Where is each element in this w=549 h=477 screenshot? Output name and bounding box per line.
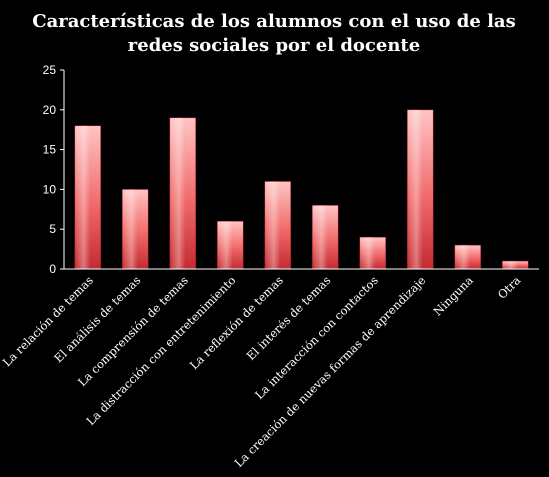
bar-highlight bbox=[454, 245, 481, 269]
x-category-label: El interés de temas bbox=[244, 273, 334, 363]
bar-highlight bbox=[169, 117, 196, 269]
x-category-label: La relación de temas bbox=[0, 273, 96, 369]
bar-highlight bbox=[217, 221, 244, 269]
bar-highlight bbox=[122, 189, 149, 269]
bar bbox=[501, 260, 529, 270]
bar bbox=[359, 236, 387, 270]
bar bbox=[216, 220, 244, 270]
bar bbox=[311, 205, 339, 270]
bar-highlight bbox=[407, 109, 434, 269]
bar-highlight bbox=[359, 237, 386, 269]
y-tick-label: 25 bbox=[43, 63, 57, 77]
bar-highlight bbox=[312, 205, 339, 269]
x-category-label: Otra bbox=[495, 273, 524, 302]
bar bbox=[406, 109, 434, 270]
y-tick-label: 10 bbox=[43, 182, 57, 196]
x-category-label: Ninguna bbox=[430, 273, 475, 318]
y-tick-label: 5 bbox=[49, 222, 56, 236]
bar bbox=[74, 125, 102, 270]
y-tick-label: 0 bbox=[49, 262, 56, 276]
bar-highlight bbox=[264, 181, 291, 269]
bar-highlight bbox=[502, 261, 529, 269]
chart-title-line-2: redes sociales por el docente bbox=[128, 35, 420, 56]
bar bbox=[264, 181, 292, 270]
y-tick-label: 20 bbox=[43, 103, 57, 117]
bar bbox=[121, 189, 149, 270]
bar bbox=[454, 244, 482, 270]
y-tick-label: 15 bbox=[43, 143, 57, 157]
bar-highlight bbox=[74, 125, 101, 269]
chart-title-line-1: Características de los alumnos con el us… bbox=[32, 11, 515, 32]
bar bbox=[169, 117, 197, 270]
x-category-label: El análisis de temas bbox=[51, 273, 143, 365]
x-category-label: La reflexión de temas bbox=[187, 273, 286, 372]
